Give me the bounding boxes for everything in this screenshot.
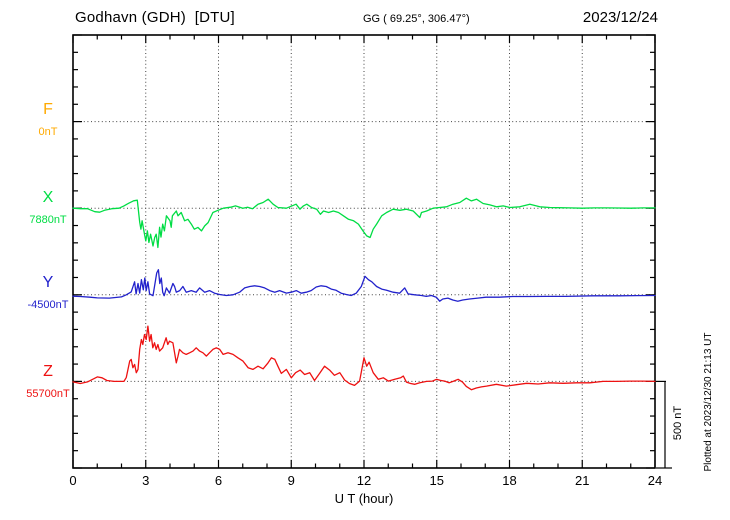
channel-letter-Y: Y (42, 274, 54, 291)
x-tick-label: 24 (647, 473, 663, 488)
channel-label-X: X 7880nT (14, 190, 82, 226)
x-tick-label: 18 (502, 473, 517, 488)
x-tick-label: 21 (575, 473, 590, 488)
station-title: Godhavn (GDH) [DTU] (75, 9, 235, 26)
channel-label-Y: Y -4500nT (14, 275, 82, 311)
x-tick-label: 15 (429, 473, 444, 488)
channel-baseline-F: 0nT (38, 126, 58, 138)
plot-date: 2023/12/24 (582, 9, 658, 26)
channel-letter-X: X (42, 189, 54, 206)
x-axis-tick-labels: 0 3 6 9 12 15 18 21 24 (0, 473, 730, 489)
channel-label-Z: Z 55700nT (14, 364, 82, 400)
channel-baseline-Z: 55700nT (26, 388, 70, 400)
x-tick-label: 12 (356, 473, 372, 488)
x-tick-label: 3 (142, 473, 150, 488)
channel-letter-F: F (43, 101, 53, 118)
x-tick-label: 6 (214, 473, 223, 488)
geographic-coordinates: GG ( 69.25°, 306.47°) (363, 13, 470, 25)
x-axis-title: U T (hour) (334, 491, 394, 506)
channel-baseline-Y: -4500nT (27, 299, 69, 311)
plotted-at-note: Plotted at 2023/12/30 21:13 UT (703, 332, 714, 472)
channel-baseline-X: 7880nT (29, 214, 67, 226)
channel-letter-Z: Z (43, 363, 53, 380)
channel-label-F: F 0nT (14, 102, 82, 138)
x-tick-label: 9 (287, 473, 295, 488)
x-tick-label: 0 (69, 473, 77, 488)
scale-bar-label: 500 nT (672, 405, 684, 441)
